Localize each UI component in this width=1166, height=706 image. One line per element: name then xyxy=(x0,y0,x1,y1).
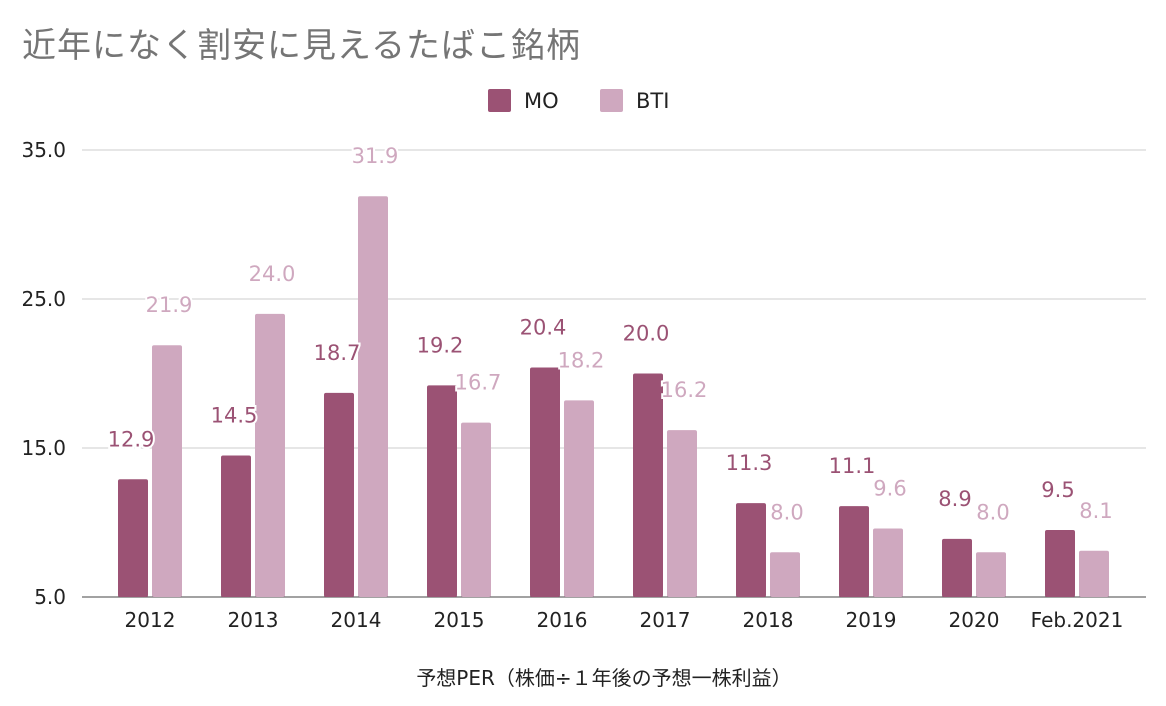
bti-legend-swatch xyxy=(600,89,623,112)
x-tick-label: 2016 xyxy=(537,608,588,632)
bti-bar xyxy=(976,552,1006,597)
bars xyxy=(118,196,1109,597)
mo-bar xyxy=(942,538,972,597)
x-axis-title: 予想PER（株価÷１年後の予想一株利益） xyxy=(416,666,791,690)
x-tick-label: 2014 xyxy=(331,608,382,632)
x-tick-label: 2017 xyxy=(640,608,691,632)
mo-data-label: 20.4 xyxy=(520,316,567,340)
mo-data-label: 12.9 xyxy=(108,427,155,451)
legend: MO BTI xyxy=(488,89,669,113)
bti-data-label: 16.2 xyxy=(661,378,708,402)
y-tick-label: 15.0 xyxy=(21,436,66,460)
mo-bar xyxy=(221,455,251,597)
bti-data-label: 8.0 xyxy=(976,500,1009,524)
y-tick-label: 35.0 xyxy=(21,138,66,162)
mo-legend-label: MO xyxy=(524,89,559,113)
mo-data-label: 19.2 xyxy=(417,333,464,357)
mo-bar xyxy=(324,392,354,597)
mo-bar xyxy=(118,479,148,597)
bti-data-label: 21.9 xyxy=(146,293,193,317)
bti-bar xyxy=(152,345,182,597)
mo-bar xyxy=(839,506,869,597)
mo-bar xyxy=(633,373,663,597)
bti-data-label: 16.7 xyxy=(455,371,502,395)
mo-data-label: 11.3 xyxy=(726,451,773,475)
mo-legend-swatch xyxy=(488,89,511,112)
x-tick-label: 2018 xyxy=(743,608,794,632)
bti-legend-label: BTI xyxy=(636,89,669,113)
bti-bar xyxy=(358,196,388,597)
bti-data-label: 31.9 xyxy=(352,144,399,168)
x-tick-label: 2019 xyxy=(846,608,897,632)
mo-data-label: 14.5 xyxy=(211,403,258,427)
chart-title: 近年になく割安に見えるたばこ銘柄 xyxy=(22,26,581,66)
x-tick-label: 2015 xyxy=(434,608,485,632)
mo-data-label: 18.7 xyxy=(314,341,361,365)
y-tick-label: 25.0 xyxy=(21,287,66,311)
y-tick-label: 5.0 xyxy=(34,585,66,609)
bti-data-label: 9.6 xyxy=(873,476,906,500)
mo-data-label: 20.0 xyxy=(623,322,670,346)
mo-bar xyxy=(427,385,457,597)
bti-bar xyxy=(873,528,903,597)
x-tick-label: Feb.2021 xyxy=(1031,608,1124,632)
bti-bar xyxy=(461,422,491,597)
bti-bar xyxy=(1079,550,1109,597)
mo-bar xyxy=(736,503,766,597)
mo-data-label: 11.1 xyxy=(829,454,876,478)
bti-bar xyxy=(255,313,285,597)
bti-data-label: 8.0 xyxy=(770,500,803,524)
bti-data-label: 18.2 xyxy=(558,348,605,372)
mo-data-label: 8.9 xyxy=(938,487,971,511)
mo-data-label: 9.5 xyxy=(1041,478,1074,502)
x-tick-label: 2020 xyxy=(949,608,1000,632)
data-labels: 12.9 21.9 14.5 24.0 18.7 31.9 19.2 16.7 20.4 18.2… xyxy=(106,142,1115,526)
bti-bar xyxy=(770,552,800,597)
mo-bar xyxy=(1045,529,1075,597)
y-axis-ticks: 5.0 15.0 25.0 35.0 xyxy=(21,138,66,609)
bti-data-label: 24.0 xyxy=(249,262,296,286)
x-axis-ticks: 2012 2013 2014 2015 2016 2017 2018 2019 2020 Feb.… xyxy=(125,608,1124,632)
mo-bar xyxy=(530,367,560,597)
bti-bar xyxy=(667,430,697,597)
bti-bar xyxy=(564,400,594,597)
bti-data-label: 8.1 xyxy=(1079,499,1112,523)
x-tick-label: 2012 xyxy=(125,608,176,632)
x-tick-label: 2013 xyxy=(228,608,279,632)
